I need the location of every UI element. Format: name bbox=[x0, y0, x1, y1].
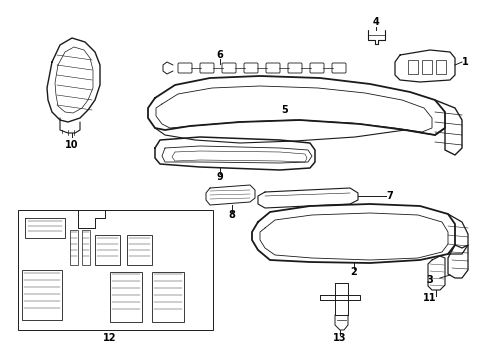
Text: 11: 11 bbox=[423, 293, 437, 303]
Bar bbox=[95, 235, 120, 265]
Text: 3: 3 bbox=[427, 275, 433, 285]
Text: 13: 13 bbox=[333, 333, 347, 343]
Text: 7: 7 bbox=[387, 191, 393, 201]
Text: 6: 6 bbox=[217, 50, 223, 60]
Text: 10: 10 bbox=[65, 140, 79, 150]
Bar bbox=[22, 270, 62, 320]
Bar bbox=[408, 60, 418, 74]
Text: 5: 5 bbox=[282, 105, 289, 115]
Bar bbox=[152, 272, 184, 322]
Text: 2: 2 bbox=[351, 267, 357, 277]
Text: 4: 4 bbox=[372, 17, 379, 27]
Bar bbox=[127, 235, 152, 265]
Bar bbox=[422, 60, 432, 74]
Text: 9: 9 bbox=[217, 172, 223, 182]
Bar bbox=[18, 210, 213, 330]
Bar bbox=[436, 60, 446, 74]
Text: 8: 8 bbox=[228, 210, 235, 220]
Text: 1: 1 bbox=[462, 57, 468, 67]
Text: 12: 12 bbox=[103, 333, 117, 343]
Bar bbox=[110, 272, 142, 322]
Bar bbox=[82, 230, 90, 265]
Bar bbox=[70, 230, 78, 265]
